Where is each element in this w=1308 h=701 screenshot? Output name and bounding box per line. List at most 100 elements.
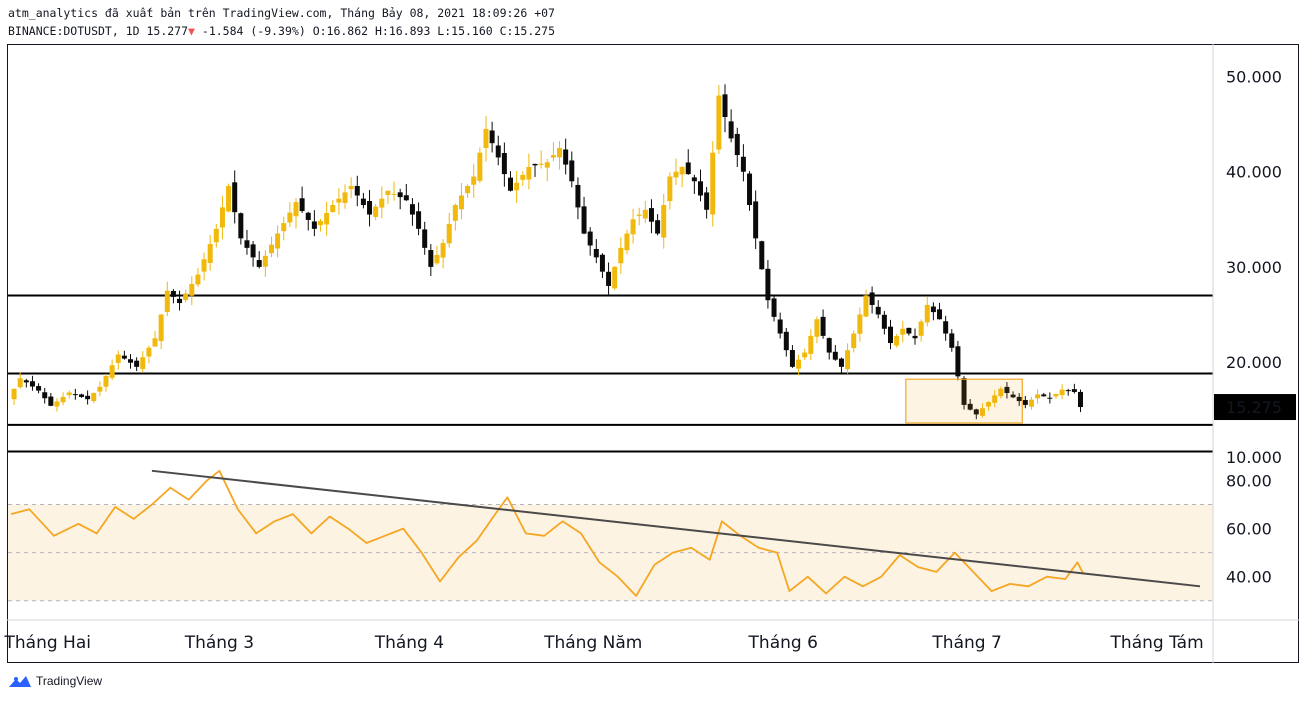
candle-body [508,177,514,191]
candle-body [557,147,563,158]
candle-body [164,290,170,312]
rsi-series-line [10,469,1085,597]
candle-body [894,335,900,346]
candle-body [722,94,728,117]
candle-body [23,380,29,383]
candle-body [869,292,875,305]
candle-body [924,304,930,323]
candle-body [796,359,802,369]
candle [796,354,802,376]
candle [973,408,979,420]
candle-body [391,193,397,195]
candle [832,345,838,361]
candle [170,289,176,304]
candle [937,302,943,320]
candle-body [906,327,912,334]
candle [869,286,875,314]
candle-body [1022,400,1028,405]
candle-body [465,186,471,194]
candle [820,309,826,339]
candle-body [379,198,385,208]
candle [826,337,832,360]
candle [471,163,477,198]
candle-body [992,395,998,403]
candle-body [820,316,826,336]
candle [955,340,961,381]
candle-body [845,350,851,370]
consolidation-box [905,378,1023,424]
candle [875,300,881,319]
candle-body [109,365,115,378]
candle-body [140,357,146,369]
candle [495,135,501,166]
candle-body [446,224,452,244]
candle-body [189,284,195,296]
candle-body [624,233,630,251]
rsi-trendline [151,469,1201,588]
candle [287,202,293,227]
time-axis-tick: Tháng 3 [184,633,254,653]
candle [115,350,121,370]
symbol-info: BINANCE:DOTUSDT, 1D 15.277▼ -1.584 (-9.3… [8,24,555,38]
candle-body [881,314,887,329]
candle-body [581,206,587,234]
candle [23,378,29,388]
candle [103,373,109,392]
candle [887,319,893,350]
candle-body [887,326,893,344]
candle-body [60,396,66,403]
candle-body [232,182,238,213]
candle [740,144,746,182]
candle-body [1071,389,1077,392]
candle-body [655,220,661,234]
candle [238,212,244,245]
candle-body [998,388,1004,397]
candle [783,327,789,357]
candle [943,315,949,341]
candle-body [91,393,97,402]
candle-body [753,201,759,239]
candle [360,192,366,209]
candle [140,351,146,373]
candle [305,211,311,231]
candle [78,393,84,398]
candle [477,147,483,184]
candle-body [128,359,134,363]
candle-body [78,394,84,397]
candle-body [789,350,795,367]
candle-body [324,212,330,225]
candle-body [1016,396,1022,402]
candle [1059,384,1065,400]
candle-body [765,268,771,301]
candle-body [281,223,287,232]
candle [458,183,464,220]
candle [691,174,697,194]
candle-body [115,354,121,363]
candle [949,329,955,352]
rsi-axis-tick: 60.00 [1226,520,1272,539]
candle [440,239,446,269]
candle [630,208,636,244]
candle-body [826,338,832,353]
price-axis-tick: 50.000 [1226,68,1282,87]
candle [85,390,91,405]
candle [29,375,35,391]
candle-body [103,376,109,387]
candle [1010,391,1016,399]
candle [416,202,422,236]
candle-body [299,198,305,212]
candle-body [630,219,636,235]
candle-body [728,121,734,139]
candle [1047,392,1053,404]
candle-body [458,195,464,210]
publish-info: atm_analytics đã xuất bản trên TradingVi… [8,6,555,20]
candle-body [986,402,992,407]
candle [36,383,42,394]
candle [373,203,379,221]
candle-body [661,205,667,238]
candle-body [17,378,23,388]
candle [759,240,765,270]
candle [979,403,985,418]
candle-body [434,255,440,264]
